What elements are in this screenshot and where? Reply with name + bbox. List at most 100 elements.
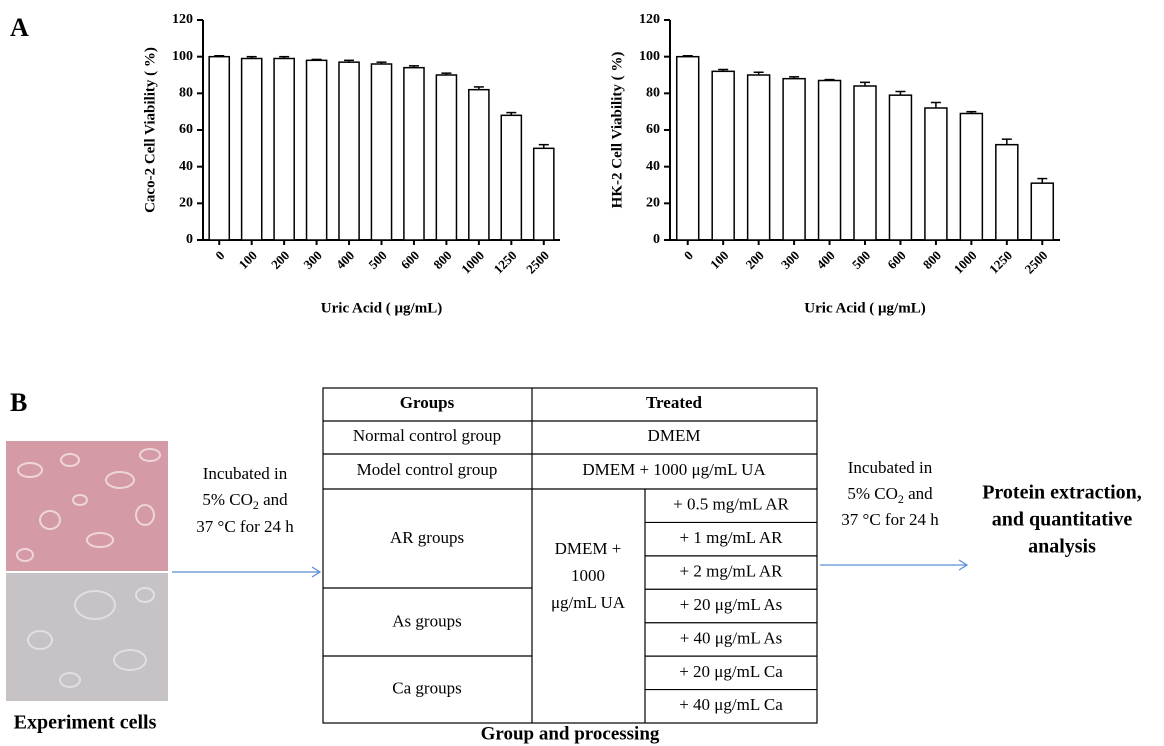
y-axis-label: Caco-2 Cell Viability ( %)	[142, 47, 158, 213]
table-cell: + 20 μg/mL As	[680, 595, 783, 614]
table-cell: DMEM + 1000 μg/mL UA	[582, 460, 766, 479]
error-bar	[408, 65, 419, 68]
x-tick-label: 0	[681, 248, 696, 263]
table-caption: Group and processing	[481, 723, 660, 744]
x-tick-label: 2500	[523, 248, 552, 277]
error-bar	[344, 59, 355, 63]
bar	[711, 70, 735, 241]
incubation-text: 37 °C for 24 h	[841, 510, 939, 529]
y-tick-label: 80	[646, 86, 660, 101]
bar	[435, 74, 458, 241]
bar	[500, 114, 523, 241]
output-text: analysis	[1028, 536, 1096, 558]
x-tick-label: 300	[300, 248, 324, 272]
table-cell: AR groups	[390, 528, 464, 547]
table-header: Groups	[400, 393, 455, 412]
table-cell: DMEM +	[555, 539, 622, 558]
x-tick-label: 200	[742, 248, 766, 272]
y-tick-label: 0	[186, 232, 193, 247]
table-cell: + 0.5 mg/mL AR	[673, 495, 789, 514]
error-bar	[506, 111, 517, 116]
bar	[1030, 182, 1055, 241]
table-header: Treated	[646, 393, 703, 412]
x-tick-label: 800	[430, 248, 454, 272]
x-tick-label: 1000	[951, 248, 980, 277]
error-bar	[895, 90, 906, 96]
error-bar	[682, 55, 693, 57]
x-tick-label: 500	[849, 248, 873, 272]
table-cell: 1000	[571, 566, 605, 585]
bar	[675, 55, 700, 241]
x-tick-label: 0	[212, 248, 227, 263]
error-bar	[214, 55, 225, 57]
error-bar	[311, 58, 322, 61]
bar	[782, 77, 806, 241]
incubation-text: 37 °C for 24 h	[196, 517, 294, 536]
error-bar	[1001, 138, 1012, 145]
incubation-text-sub: 2	[253, 498, 259, 512]
x-tick-label: 100	[236, 248, 260, 272]
incubation-text-part: 5% CO	[202, 490, 253, 509]
bar	[468, 88, 490, 241]
x-tick-label: 1250	[986, 248, 1015, 277]
table-cell: Ca groups	[392, 678, 461, 697]
y-tick-label: 60	[179, 122, 193, 137]
x-axis-label: Uric Acid ( μg/mL)	[321, 300, 442, 316]
y-tick-label: 20	[646, 196, 660, 211]
y-tick-label: 100	[172, 49, 193, 64]
bar	[273, 57, 295, 241]
x-tick-label: 600	[884, 248, 908, 272]
bar	[532, 147, 555, 241]
y-tick-label: 0	[653, 232, 660, 247]
y-tick-label: 120	[172, 12, 193, 27]
x-tick-label: 2500	[1022, 248, 1051, 277]
x-tick-label: 400	[333, 248, 357, 272]
error-bar	[718, 68, 729, 72]
output-text: and quantitative	[992, 509, 1133, 531]
incubation-text-part: 5% CO	[847, 484, 898, 503]
x-tick-label: 500	[365, 248, 389, 272]
panel-label: B	[10, 388, 27, 417]
error-bar	[473, 86, 484, 90]
error-bar	[824, 78, 835, 81]
table-cell: As groups	[392, 612, 461, 631]
incubation-text-part: and	[904, 484, 933, 503]
error-bar	[538, 143, 549, 149]
table-cell: + 40 μg/mL Ca	[679, 695, 783, 714]
table-cell: + 20 μg/mL Ca	[679, 662, 783, 681]
error-bar	[966, 110, 977, 114]
incubation-text: Incubated in	[203, 464, 288, 483]
error-bar	[1037, 177, 1048, 184]
arrows	[172, 559, 969, 578]
x-tick-label: 800	[920, 248, 944, 272]
bar	[208, 55, 231, 241]
output-text: Protein extraction,	[982, 482, 1142, 504]
y-tick-label: 100	[639, 49, 660, 64]
x-tick-label: 100	[707, 248, 731, 272]
panel-label: A	[10, 13, 29, 42]
y-tick-label: 80	[179, 86, 193, 101]
cell-images	[6, 441, 168, 701]
x-tick-label: 300	[778, 248, 802, 272]
bar	[888, 94, 913, 241]
bar	[924, 107, 948, 241]
x-tick-label: 200	[268, 248, 292, 272]
x-tick-label: 1250	[491, 248, 520, 277]
x-tick-label: 400	[813, 248, 837, 272]
bar	[370, 63, 393, 241]
incubation-text: 5% CO2 and	[202, 490, 288, 512]
y-tick-label: 120	[639, 12, 660, 27]
incubation-text: 5% CO2 and	[847, 484, 933, 506]
bar	[240, 57, 263, 241]
bar	[959, 112, 984, 241]
y-tick-label: 20	[179, 196, 193, 211]
x-tick-label: 1000	[458, 248, 487, 277]
x-tick-label: 600	[398, 248, 422, 272]
table-cell: DMEM	[648, 426, 701, 445]
table-cell: Normal control group	[353, 426, 501, 445]
cell-image	[6, 573, 168, 701]
incubation-text-part: and	[259, 490, 288, 509]
error-bar	[441, 72, 452, 75]
bar	[817, 79, 842, 241]
table-cell: + 40 μg/mL As	[680, 628, 783, 647]
